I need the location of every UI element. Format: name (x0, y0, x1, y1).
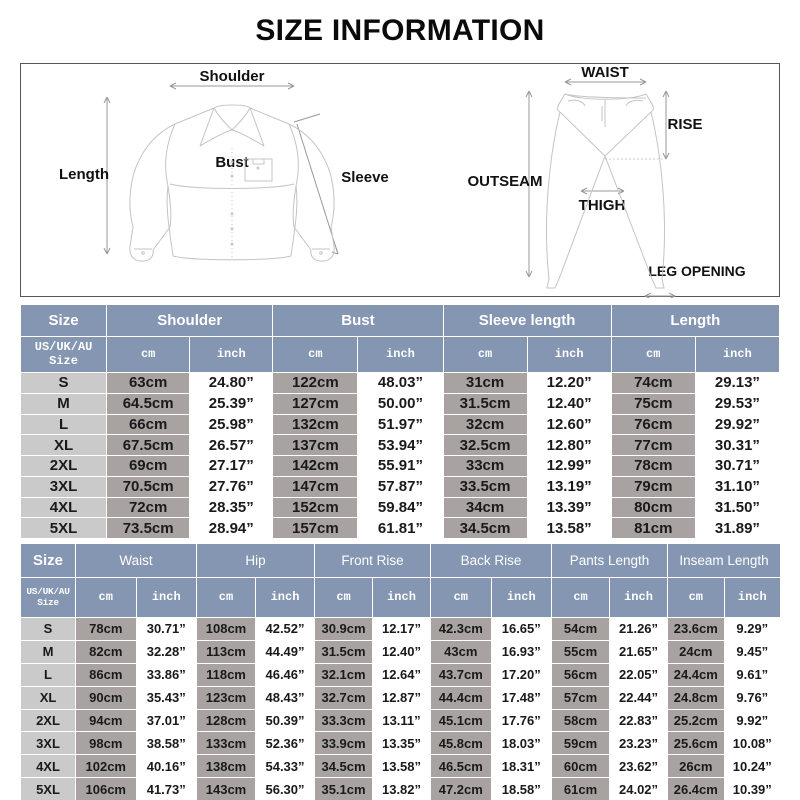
svg-text:Shoulder: Shoulder (199, 68, 264, 85)
svg-text:WAIST: WAIST (581, 64, 629, 81)
svg-text:OUTSEAM: OUTSEAM (468, 173, 543, 190)
svg-text:RISE: RISE (667, 116, 702, 133)
svg-text:Length: Length (59, 166, 109, 183)
svg-text:Sleeve: Sleeve (341, 169, 389, 186)
svg-text:THIGH: THIGH (579, 197, 626, 214)
